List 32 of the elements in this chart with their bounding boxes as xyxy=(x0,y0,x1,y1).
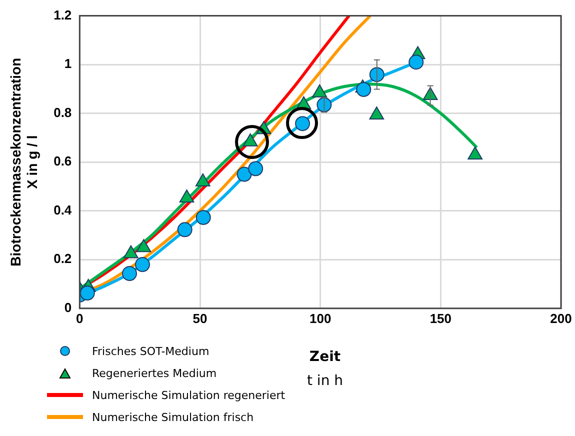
legend-label: Numerische Simulation frisch xyxy=(92,410,254,424)
point xyxy=(124,245,138,258)
point xyxy=(80,286,95,301)
point xyxy=(177,222,192,238)
x-tick-label: 150 xyxy=(430,310,452,326)
y-tick-label: 0.8 xyxy=(54,104,72,120)
x-tick-label: 50 xyxy=(192,310,208,326)
y-tick-label: 0.2 xyxy=(54,251,72,266)
point xyxy=(134,257,150,272)
point xyxy=(248,161,264,176)
point xyxy=(195,173,210,186)
y-tick-label: 0 xyxy=(64,300,72,315)
point xyxy=(122,266,137,282)
y-tick-label: 0.6 xyxy=(54,154,72,169)
x-tick-label: 100 xyxy=(309,310,332,326)
y-tick-label: 1 xyxy=(64,56,72,72)
point xyxy=(369,106,384,120)
y-tick-label: 0.4 xyxy=(54,202,72,218)
x-tick-label: 0 xyxy=(76,310,84,326)
legend-label: Frisches SOT-Medium xyxy=(92,344,210,358)
point xyxy=(136,239,152,252)
point xyxy=(312,84,328,98)
point xyxy=(236,166,252,182)
x-tick-label: 200 xyxy=(550,310,572,326)
x-axis-title: Zeit t in h xyxy=(306,349,344,389)
point xyxy=(179,189,194,202)
y-axis-title: Biotrockenmassekonzentration X in g / l xyxy=(7,58,40,266)
legend-label: Regeneriertes Medium xyxy=(92,366,217,380)
legend-label: Numerische Simulation regeneriert xyxy=(92,388,286,402)
y-tick-label: 1.2 xyxy=(54,7,72,22)
point xyxy=(468,146,483,160)
point xyxy=(196,210,211,225)
